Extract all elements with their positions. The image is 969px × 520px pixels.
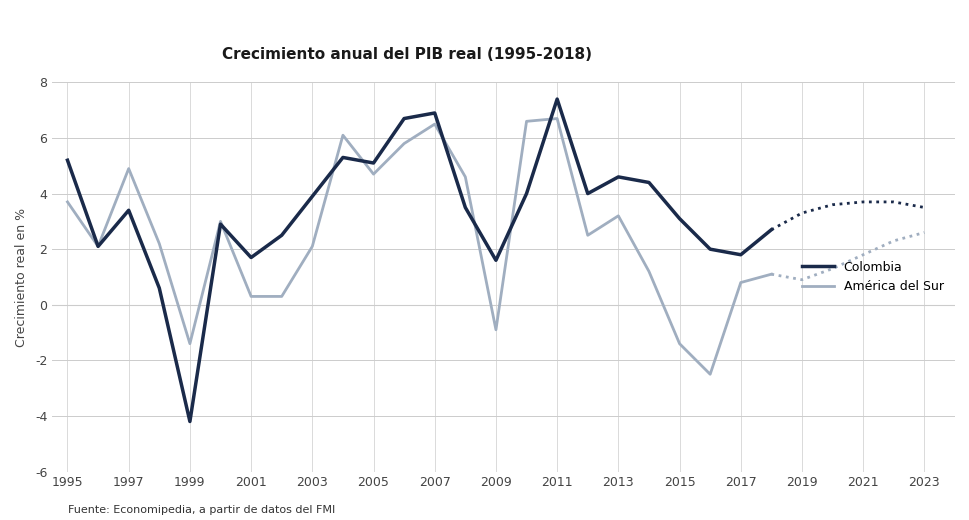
Text: Fuente: Economipedia, a partir de datos del FMI: Fuente: Economipedia, a partir de datos … [68,505,335,515]
Text: ECONOMIPEDIA.COM: ECONOMIPEDIA.COM [318,29,496,44]
Text: Crecimiento anual del PIB real (1995-2018): Crecimiento anual del PIB real (1995-201… [222,47,592,62]
Legend: Colombia, América del Sur: Colombia, América del Sur [797,256,948,298]
Y-axis label: Crecimiento real en %: Crecimiento real en % [15,207,28,346]
